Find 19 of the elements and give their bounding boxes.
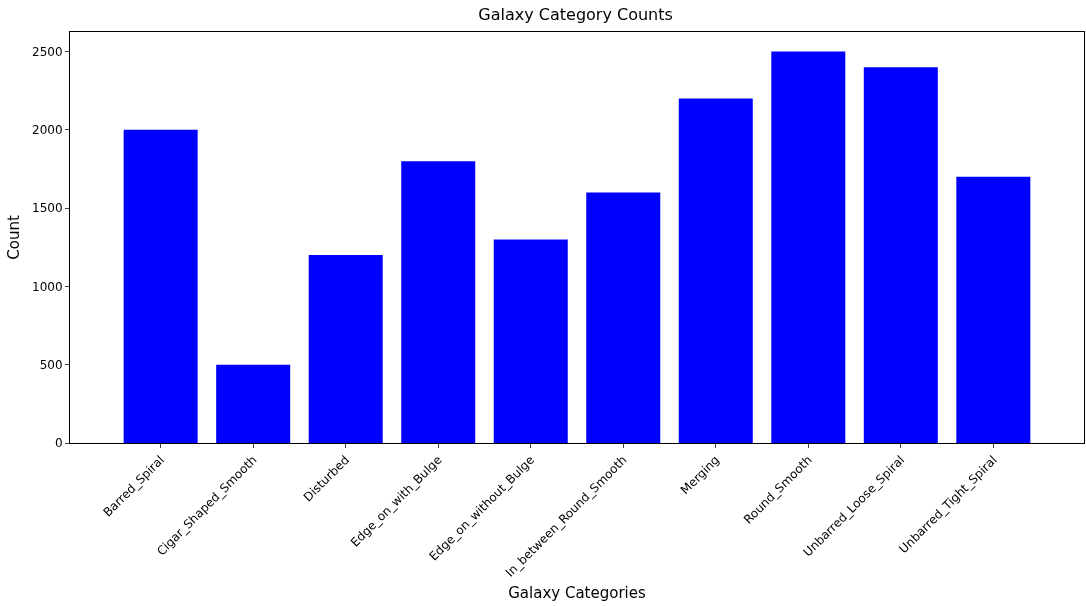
y-tick-label: 1500 bbox=[32, 201, 63, 216]
bar bbox=[308, 255, 383, 443]
bar bbox=[123, 129, 198, 443]
bar bbox=[493, 239, 568, 443]
chart-title: Galaxy Category Counts bbox=[478, 5, 673, 25]
bar bbox=[586, 192, 661, 443]
bar bbox=[216, 364, 291, 443]
bar bbox=[771, 51, 846, 443]
y-tick-label: 2500 bbox=[32, 44, 63, 59]
bar bbox=[401, 161, 476, 443]
y-tick-label: 1000 bbox=[32, 279, 63, 294]
y-tick-label: 500 bbox=[39, 357, 63, 372]
bar bbox=[678, 98, 753, 443]
bar bbox=[956, 176, 1031, 443]
y-axis-title: Count bbox=[5, 215, 24, 260]
y-tick-label: 0 bbox=[54, 436, 63, 451]
bar bbox=[863, 67, 938, 443]
y-tick-label: 2000 bbox=[32, 123, 63, 138]
x-axis-title: Galaxy Categories bbox=[508, 583, 646, 602]
